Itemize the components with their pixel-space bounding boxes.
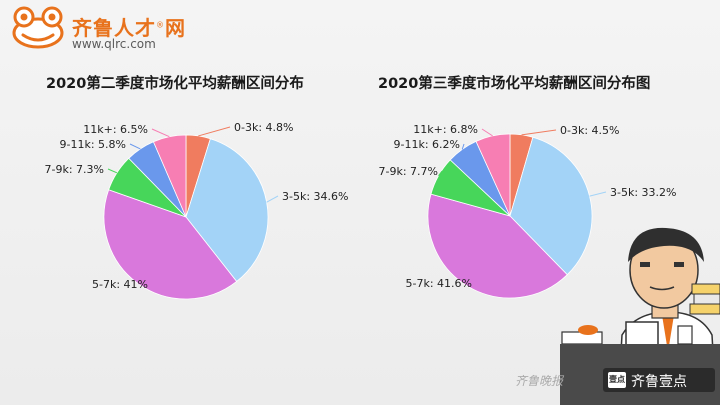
pie-slice-q3-3-5k — [509, 136, 593, 276]
data-label-q2-7-9k: 7-9k: 7.3% — [45, 163, 105, 176]
data-label-q2-0-3k: 0-3k: 4.8% — [234, 121, 294, 134]
pie-chart-q2: 0-3k: 4.8% 3-5k: 34.6% 5-7k: 41% 7-9k: 7.3%… — [45, 121, 348, 300]
footer-brand[interactable]: 壹点 齐鲁壹点 — [603, 368, 715, 392]
data-label-q3-5-7k: 5-7k: 41.6% — [406, 277, 472, 290]
data-label-q2-3-5k: 3-5k: 34.6% — [282, 190, 348, 203]
data-label-q3-9-11k: 9-11k: 6.2% — [394, 138, 460, 151]
pie-slice-q3-11k+ — [475, 133, 511, 217]
footer: 齐鲁晚报 壹点 齐鲁壹点 — [515, 362, 720, 402]
footer-badge-icon: 壹点 — [608, 372, 626, 388]
leader-line-q3-3-5k — [589, 191, 607, 197]
frog-logo-icon — [12, 6, 64, 49]
leader-line-q2-11k+ — [151, 128, 170, 138]
data-label-q3-11k+: 11k+: 6.8% — [413, 123, 478, 136]
pie-slice-q2-3-5k — [185, 138, 269, 283]
data-label-q3-0-3k: 0-3k: 4.5% — [560, 124, 620, 137]
site-logo[interactable]: 齐鲁人才®网 www.qlrc.com — [10, 6, 185, 52]
site-name: 齐鲁人才®网 — [72, 16, 186, 40]
pie-slice-q2-11k+ — [152, 134, 187, 218]
data-label-q3-7-9k: 7-9k: 7.7% — [379, 165, 439, 178]
data-label-q2-9-11k: 9-11k: 5.8% — [60, 138, 126, 151]
site-name-main: 齐鲁人才 — [72, 16, 156, 40]
site-name-suffix: 网 — [165, 16, 186, 40]
chart-title-q2: 2020第二季度市场化平均薪酬区间分布 — [46, 76, 304, 92]
footer-brand-name: 齐鲁壹点 — [631, 374, 687, 390]
data-label-q2-11k+: 11k+: 6.5% — [83, 123, 148, 136]
leader-line-q3-5-7k — [468, 282, 477, 288]
leader-line-q3-11k+ — [481, 128, 493, 137]
leader-line-q3-9-11k — [461, 143, 465, 150]
data-label-q2-5-7k: 5-7k: 41% — [92, 278, 148, 291]
site-url: www.qlrc.com — [72, 37, 156, 51]
data-label-q3-3-5k: 3-5k: 33.2% — [610, 186, 676, 199]
leader-line-q2-3-5k — [266, 195, 279, 203]
leader-line-q3-0-3k — [521, 129, 557, 136]
chart-title-q3: 2020第三季度市场化平均薪酬区间分布图 — [378, 76, 651, 92]
leader-line-q2-0-3k — [198, 126, 231, 137]
leader-line-q3-7-9k — [438, 170, 443, 177]
leader-line-q2-9-11k — [129, 143, 141, 150]
pie-chart-q3: 0-3k: 4.5% 3-5k: 33.2% 5-7k: 41.6% 7-9k: 7.… — [379, 123, 676, 299]
leader-line-q2-7-9k — [107, 168, 118, 174]
footer-watermark: 齐鲁晚报 — [515, 374, 564, 388]
